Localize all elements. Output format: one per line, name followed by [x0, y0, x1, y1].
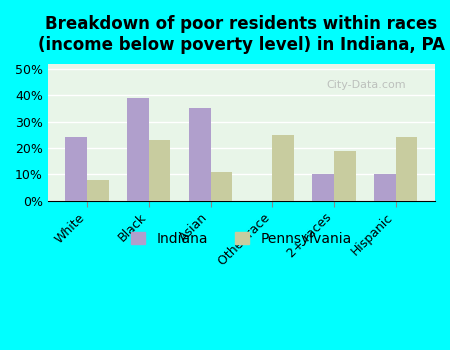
Bar — [189, 108, 211, 201]
Bar — [149, 140, 171, 201]
Bar — [211, 172, 232, 201]
Bar — [87, 180, 109, 201]
Bar — [312, 174, 334, 201]
Bar — [374, 174, 396, 201]
Title: Breakdown of poor residents within races
(income below poverty level) in Indiana: Breakdown of poor residents within races… — [38, 15, 445, 54]
Bar — [65, 138, 87, 201]
Bar — [396, 138, 418, 201]
Bar — [127, 98, 149, 201]
Legend: Indiana, Pennsylvania: Indiana, Pennsylvania — [126, 226, 357, 251]
Bar — [334, 150, 356, 201]
Text: City-Data.com: City-Data.com — [327, 80, 406, 90]
Bar — [272, 135, 294, 201]
